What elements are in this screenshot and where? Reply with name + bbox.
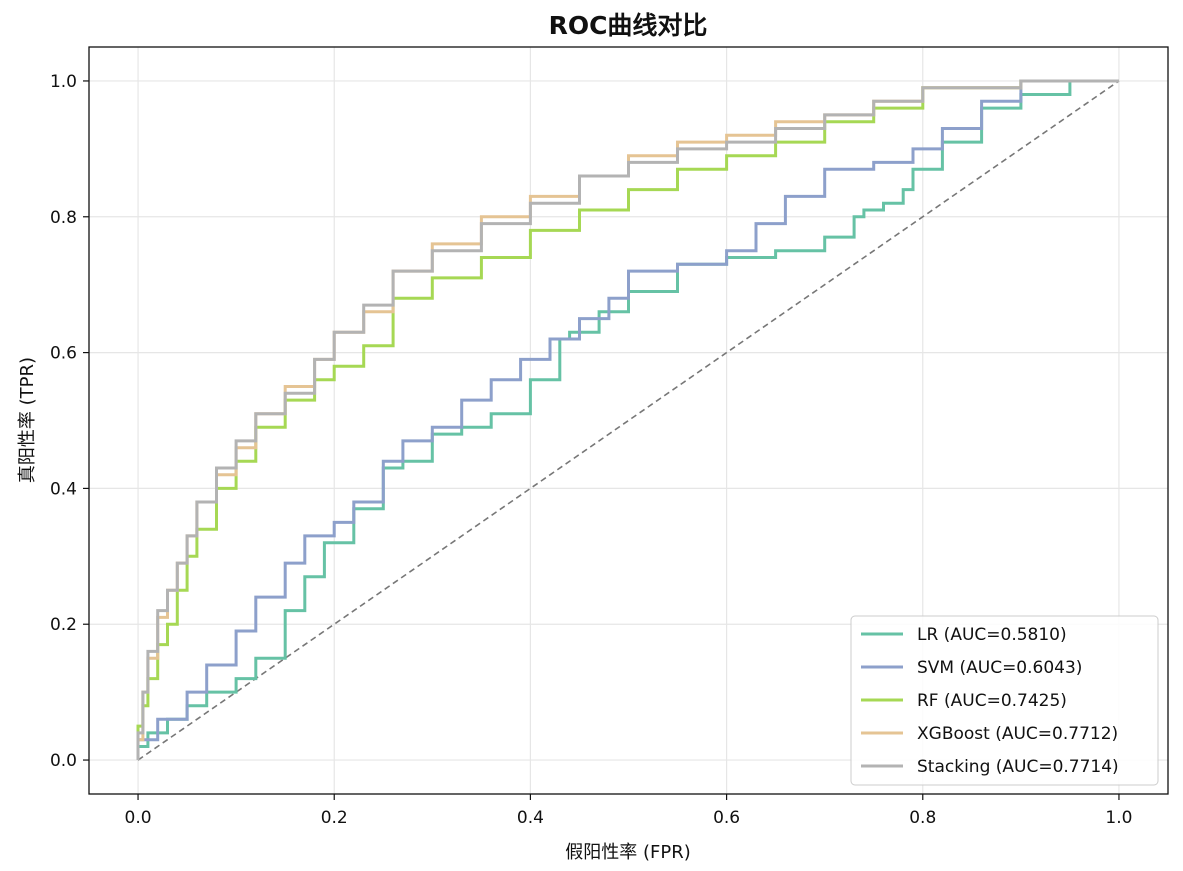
legend-label-2: RF (AUC=0.7425)	[917, 691, 1067, 711]
x-tick-label: 0.6	[713, 808, 740, 828]
legend-label-3: XGBoost (AUC=0.7712)	[917, 724, 1118, 744]
y-tick-label: 0.8	[50, 208, 77, 228]
legend-items: LR (AUC=0.5810) SVM (AUC=0.6043) RF (AUC=0…	[861, 625, 1119, 777]
x-axis-ticks: 0.0 0.2 0.4 0.6 0.8 1.0	[125, 794, 1132, 828]
series-line-1	[136, 79, 1119, 760]
y-tick-label: 0.6	[50, 344, 77, 364]
diagonal-layer	[137, 80, 1120, 761]
x-tick-label: 0.8	[909, 808, 936, 828]
x-tick-label: 1.0	[1105, 808, 1132, 828]
y-tick-label: 0.0	[50, 751, 77, 771]
x-tick-label: 0.4	[517, 808, 544, 828]
x-tick-label: 0.0	[125, 808, 152, 828]
x-tick-label: 0.2	[321, 808, 348, 828]
legend-label-0: LR (AUC=0.5810)	[917, 625, 1067, 645]
y-tick-label: 0.2	[50, 615, 77, 635]
y-axis-label: 真阳性率 (TPR)	[17, 357, 38, 483]
series-line-4	[136, 79, 1119, 760]
series-line-2	[136, 79, 1119, 760]
chance-diagonal-line	[137, 80, 1120, 761]
y-axis-ticks: 0.0 0.2 0.4 0.6 0.8 1.0	[50, 72, 89, 771]
legend-label-1: SVM (AUC=0.6043)	[917, 658, 1082, 678]
x-axis-label: 假阳性率 (FPR)	[565, 842, 690, 863]
chart-title: ROC曲线对比	[549, 11, 708, 40]
plot-frame	[88, 46, 1169, 795]
series-layer	[136, 79, 1119, 760]
legend: LR (AUC=0.5810) SVM (AUC=0.6043) RF (AUC=0…	[850, 615, 1159, 786]
grid	[89, 47, 1168, 794]
y-tick-label: 0.4	[50, 479, 77, 499]
y-tick-label: 1.0	[50, 72, 77, 92]
legend-box	[850, 615, 1159, 786]
legend-label-4: Stacking (AUC=0.7714)	[917, 757, 1119, 777]
series-line-0	[136, 79, 1119, 760]
